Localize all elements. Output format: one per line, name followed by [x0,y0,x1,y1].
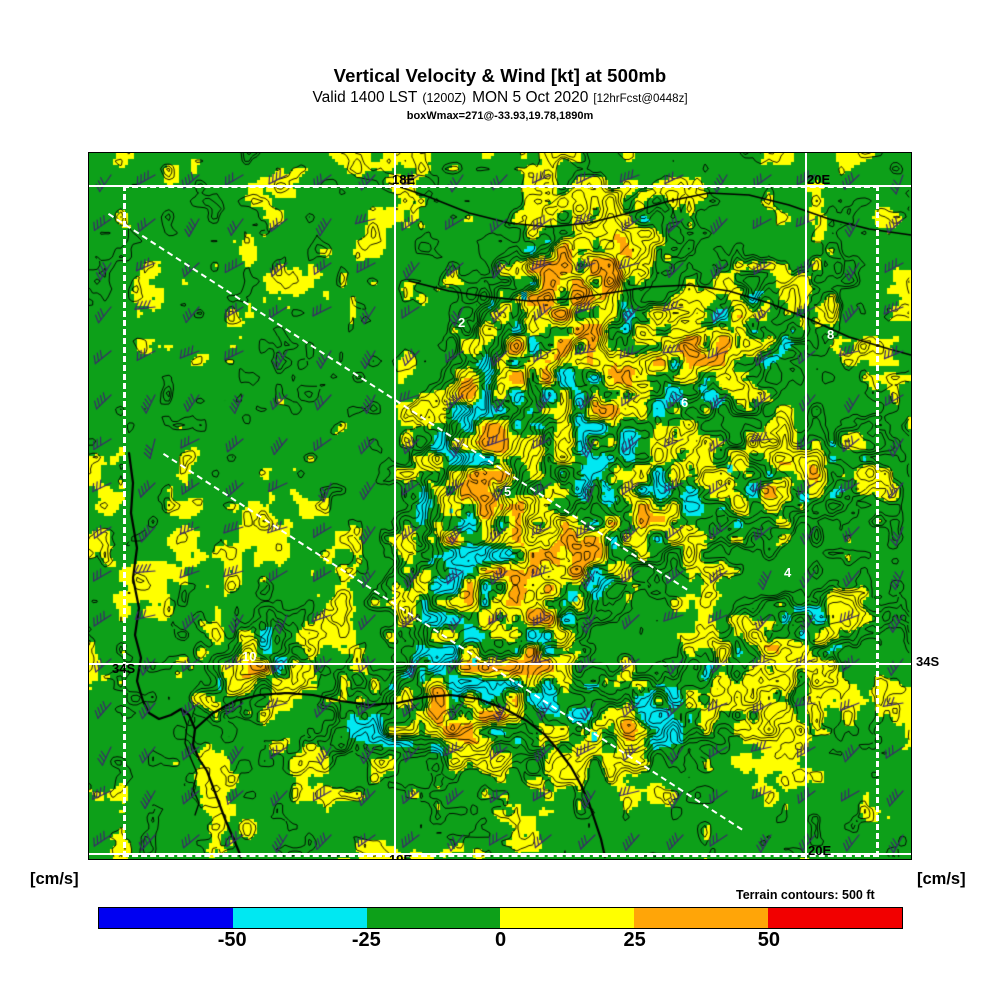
title-block: Vertical Velocity & Wind [kt] at 500mb V… [0,0,1000,123]
graticule-lat-35 [89,853,911,855]
graticule-lon-20 [805,153,807,859]
colorbar-swatch-cyan [232,908,367,928]
contour-label: 8 [827,327,835,342]
colorbar-tick: -50 [217,929,247,951]
colorbar [98,907,903,929]
page-title: Vertical Velocity & Wind [kt] at 500mb [333,65,667,86]
vertical-velocity-field [89,153,911,859]
grid-label: 18E [392,172,416,187]
colorbar-swatches [98,907,903,929]
colorbar-tick: -25 [351,929,381,951]
chart-note: boxWmax=271@-33.93,19.78,1890m [406,110,594,122]
contour-label: 2 [458,315,466,330]
colorbar-swatch-blue [99,908,233,928]
lat-label-right: 34S [916,654,940,669]
graticule-lon-18 [394,153,396,859]
chart-subtitle: Valid 1400 LST (1200Z) MON 5 Oct 2020 [12hr… [0,89,1000,108]
colorbar-tick-labels: -50 -25 0 25 50 [98,929,903,955]
colorbar-tick: 0 [494,929,507,951]
map-panel: 18E 20E 19E 20E 2 8 6 5 4 10 [88,152,912,860]
units-left: [cm/s] [30,870,79,888]
subtitle-date: MON 5 Oct 2020 [472,89,589,106]
inner-domain-box [123,185,879,857]
contour-label: 4 [784,565,792,580]
colorbar-tick: 50 [757,929,780,951]
subtitle-valid: Valid 1400 LST [312,89,418,106]
contour-label: 6 [681,395,689,410]
terrain-contours-note: Terrain contours: 500 ft [736,888,875,902]
units-right: [cm/s] [917,870,966,888]
graticule-lat-34 [89,663,911,665]
grid-label: 19E [389,852,413,860]
subtitle-utc: (1200Z) [422,91,467,105]
grid-label: 20E [807,172,831,187]
contour-label: 10 [242,649,257,664]
lat-label-left: 34S [112,661,136,676]
colorbar-swatch-yellow [500,908,635,928]
colorbar-swatch-orange [634,908,769,928]
colorbar-swatch-red [768,908,902,928]
colorbar-swatch-green [366,908,501,928]
contour-label: 5 [504,484,512,499]
subtitle-forecast: [12hrFcst@0448z] [593,93,688,105]
grid-label: 20E [808,843,832,858]
colorbar-tick: 25 [623,929,646,951]
